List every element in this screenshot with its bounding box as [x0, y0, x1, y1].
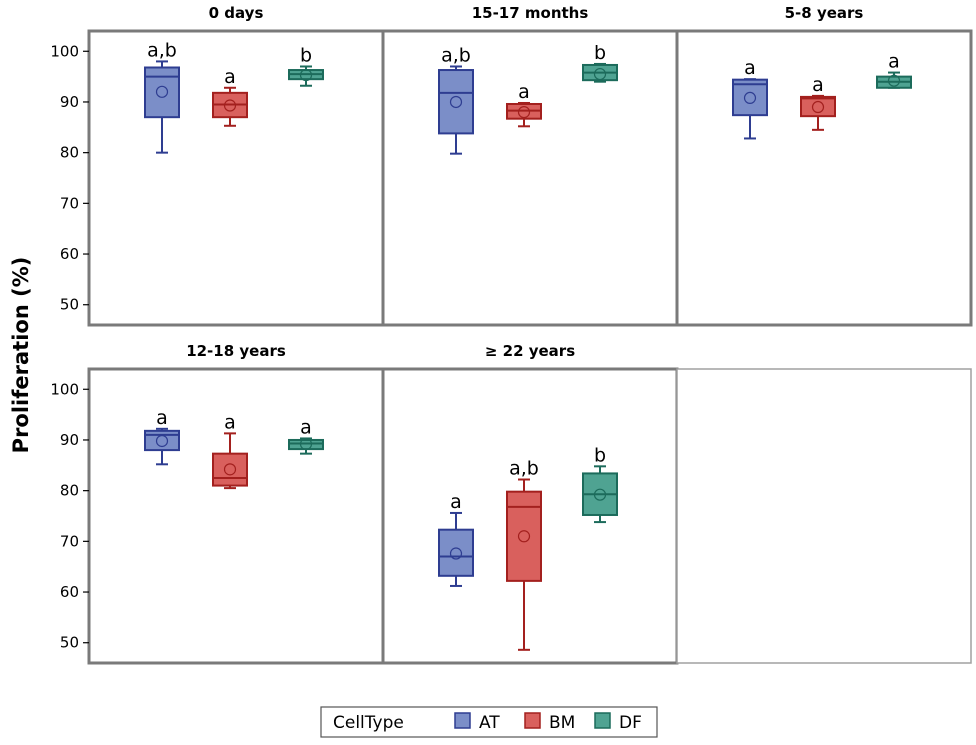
significance-letter: a,b	[509, 458, 539, 480]
iqr-box-bm	[800, 95, 836, 118]
mean-marker-df	[593, 488, 607, 501]
iqr-box-bm	[212, 452, 248, 487]
y-tick-label: 100	[50, 380, 79, 398]
y-axis-title: Proliferation (%)	[9, 257, 33, 454]
panel-frame	[675, 29, 973, 327]
mean-marker-bm	[223, 463, 237, 476]
legend-swatch-bm	[524, 712, 541, 729]
mean-marker-bm	[517, 530, 531, 543]
significance-letter: a	[224, 411, 236, 433]
significance-letter: a,b	[147, 39, 177, 61]
significance-letter: b	[594, 444, 606, 466]
significance-letter: a	[812, 74, 824, 96]
panel-frame	[87, 367, 385, 665]
panel-frame	[676, 368, 972, 664]
mean-marker-bm	[517, 106, 531, 119]
significance-letter: a	[450, 491, 462, 513]
iqr-box-df	[288, 438, 324, 451]
mean-marker-df	[593, 67, 607, 81]
y-tick-label: 90	[60, 431, 79, 449]
y-tick-label: 90	[60, 93, 79, 111]
legend-swatch-at	[454, 712, 471, 729]
panel-title: ≥ 22 years	[485, 342, 575, 360]
panel-title: 5-8 years	[785, 4, 864, 22]
legend-label-bm: BM	[549, 713, 575, 733]
significance-letter: a	[518, 81, 530, 103]
iqr-box-at	[732, 78, 768, 117]
iqr-box-at	[144, 429, 180, 452]
legend-label-at: AT	[479, 713, 500, 733]
mean-marker-df	[299, 68, 313, 82]
legend-swatch-df	[594, 712, 611, 729]
y-tick-label: 100	[50, 42, 79, 60]
y-tick-label: 50	[60, 634, 79, 652]
mean-marker-df	[887, 74, 901, 87]
panel-title: 15-17 months	[472, 4, 589, 22]
significance-letter: a,b	[441, 44, 471, 66]
significance-letter: a	[156, 407, 168, 429]
y-tick-label: 70	[60, 532, 79, 550]
y-tick-label: 80	[60, 482, 79, 500]
significance-letter: b	[594, 42, 606, 64]
iqr-box-bm	[506, 490, 542, 582]
mean-marker-at	[743, 91, 757, 105]
mean-marker-at	[155, 434, 169, 448]
panel-frame	[87, 29, 385, 327]
significance-letter: a	[300, 416, 312, 438]
significance-letter: a	[888, 51, 900, 73]
y-tick-label: 50	[60, 296, 79, 314]
mean-marker-at	[155, 85, 169, 98]
panel-frame	[381, 29, 679, 327]
panel-title: 12-18 years	[186, 342, 286, 360]
mean-marker-at	[449, 95, 463, 109]
mean-marker-df	[299, 437, 313, 451]
y-tick-label: 60	[60, 245, 79, 263]
significance-letter: a	[224, 66, 236, 88]
mean-marker-bm	[223, 99, 237, 112]
mean-marker-at	[449, 547, 463, 560]
significance-letter: a	[744, 57, 756, 79]
legend-title: CellType	[333, 713, 404, 733]
iqr-box-at	[144, 66, 180, 119]
iqr-box-at	[438, 69, 474, 135]
iqr-box-at	[438, 528, 474, 577]
mean-marker-bm	[811, 100, 825, 114]
significance-letter: b	[300, 44, 312, 66]
panel-title: 0 days	[209, 4, 264, 22]
y-tick-label: 70	[60, 194, 79, 212]
legend-label-df: DF	[619, 713, 642, 733]
y-tick-label: 60	[60, 583, 79, 601]
y-tick-label: 80	[60, 144, 79, 162]
